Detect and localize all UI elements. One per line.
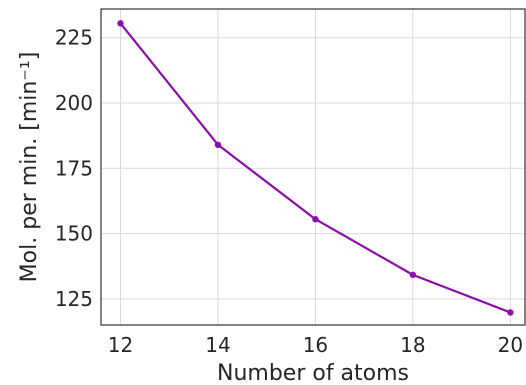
y-tick-label-0: 125 bbox=[55, 287, 93, 311]
x-tick-label-3: 18 bbox=[400, 333, 425, 357]
x-tick-label-2: 16 bbox=[303, 333, 328, 357]
y-tick-label-4: 225 bbox=[55, 26, 93, 50]
data-point-0 bbox=[117, 20, 124, 27]
ticks: 12 14 16 18 20 125 150 175 200 225 bbox=[55, 26, 523, 357]
series bbox=[117, 20, 514, 316]
y-tick-label-2: 175 bbox=[55, 156, 93, 180]
x-tick-label-0: 12 bbox=[108, 333, 133, 357]
plot-frame bbox=[100, 8, 526, 326]
y-tick-label-1: 150 bbox=[55, 222, 93, 246]
data-point-2 bbox=[312, 216, 319, 223]
x-tick-label-4: 20 bbox=[498, 333, 523, 357]
data-point-4 bbox=[507, 309, 514, 316]
y-tick-label-3: 200 bbox=[55, 91, 93, 115]
data-point-3 bbox=[409, 271, 417, 279]
x-axis-label: Number of atoms bbox=[217, 361, 409, 385]
grid bbox=[101, 9, 525, 325]
y-axis-label: Mol. per min. [min⁻¹] bbox=[17, 52, 42, 283]
data-point-1 bbox=[214, 141, 222, 149]
x-tick-label-1: 14 bbox=[205, 333, 230, 357]
